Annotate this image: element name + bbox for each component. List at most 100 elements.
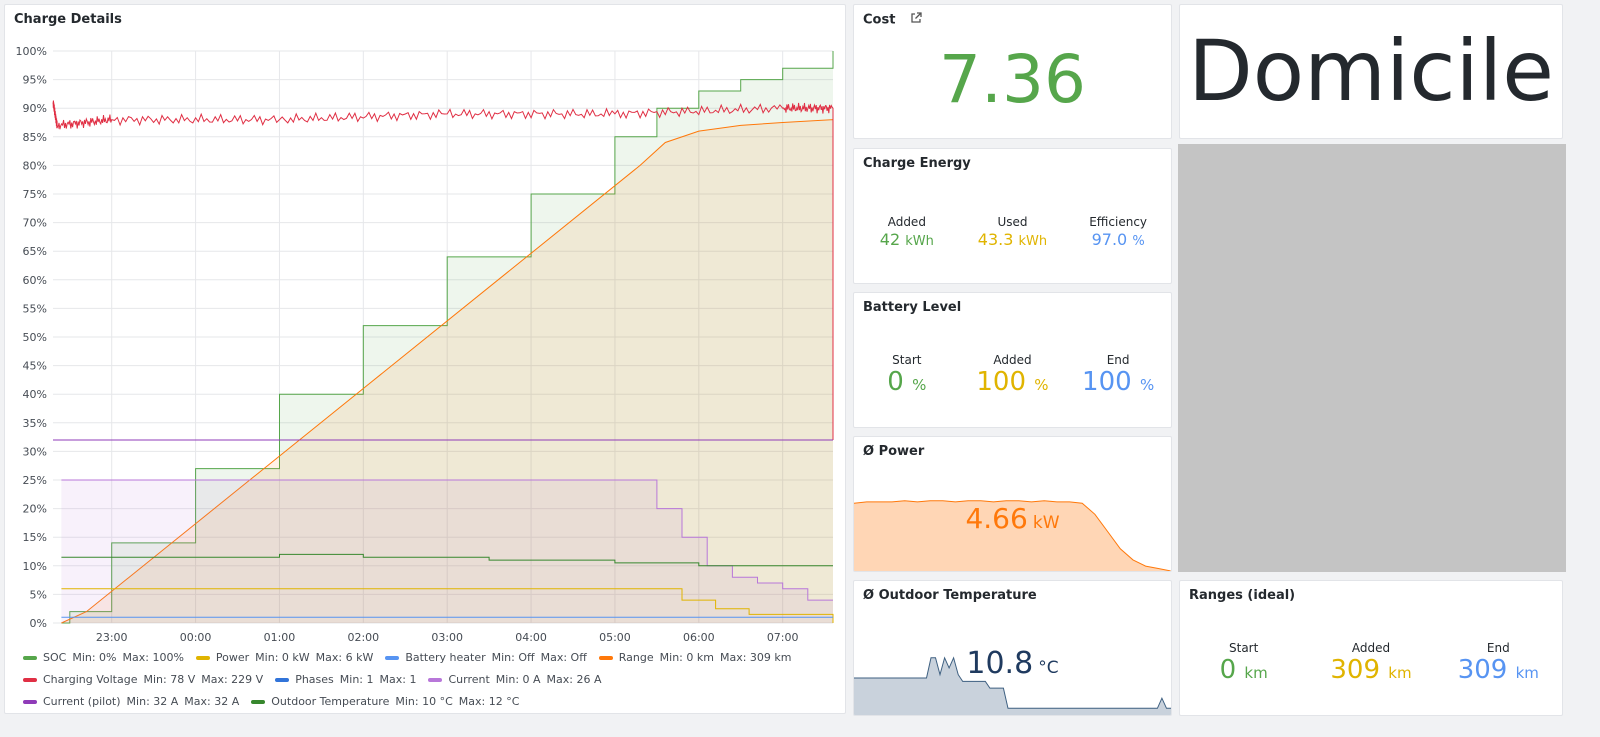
legend-min: Min: Off	[491, 651, 535, 664]
legend-swatch	[23, 700, 37, 704]
legend-label: Charging Voltage	[43, 673, 138, 686]
stat-label: Efficiency	[1089, 215, 1148, 229]
stat-value: 42 kWh	[879, 230, 934, 249]
legend-swatch	[23, 656, 37, 660]
x-tick-label: 01:00	[264, 631, 296, 644]
y-tick-label: 70%	[23, 217, 47, 230]
y-tick-label: 25%	[23, 474, 47, 487]
external-link-icon[interactable]	[910, 12, 922, 28]
y-tick-label: 50%	[23, 331, 47, 344]
battery-level-panel: Battery Level Start 0 % Added 100 % End …	[853, 292, 1172, 428]
series-line-outdoor-temperature	[61, 553, 833, 567]
series-fill-current	[61, 480, 833, 623]
legend-label: Range	[618, 651, 654, 664]
panel-title: Cost	[863, 12, 896, 28]
legend-swatch	[385, 656, 400, 660]
x-tick-label: 05:00	[599, 631, 631, 644]
y-tick-label: 10%	[23, 560, 47, 573]
x-tick-label: 06:00	[683, 631, 715, 644]
panel-title: Charge Details	[14, 12, 122, 27]
stat-added: Added 100 %	[960, 353, 1065, 397]
x-tick-label: 03:00	[431, 631, 463, 644]
stat-value: 309 km	[1330, 655, 1412, 685]
legend-item[interactable]: Current Min: 0 A Max: 26 A	[428, 669, 602, 691]
stat-start: Start 0 %	[855, 353, 960, 397]
stat-value: 0 %	[887, 367, 927, 397]
legend-label: SOC	[43, 651, 67, 664]
power-sparkline	[854, 500, 1171, 571]
series-line-charging-voltage	[52, 100, 834, 440]
legend-min: Min: 1	[339, 673, 374, 686]
y-tick-label: 40%	[23, 388, 47, 401]
panel-title: Ø Power	[863, 444, 925, 459]
legend-label: Power	[215, 651, 250, 664]
legend-item[interactable]: Outdoor Temperature Min: 10 °C Max: 12 °C	[251, 691, 519, 713]
y-tick-label: 15%	[23, 531, 47, 544]
legend-min: Min: 0 km	[659, 651, 714, 664]
legend-label: Outdoor Temperature	[271, 695, 390, 708]
y-tick-label: 85%	[23, 131, 47, 144]
legend-item[interactable]: Phases Min: 1 Max: 1	[275, 669, 416, 691]
legend-label: Battery heater	[405, 651, 486, 664]
legend-label: Phases	[295, 673, 334, 686]
charge-details-chart: 0% 5% 10% 15% 20% 25% 30% 35% 40% 45% 50% 55% 60% 65%…	[16, 45, 834, 644]
legend-max: Max: 1	[379, 673, 417, 686]
charge-details-panel: Charge Details 0% 5% 10% 15% 20% 25% 30% 35% 40%…	[4, 4, 846, 714]
sparkline-fill	[854, 500, 1171, 571]
y-tick-label: 100%	[16, 45, 47, 58]
ranges-panel: Ranges (ideal) Start 0 km Added 309 km E…	[1179, 580, 1563, 716]
stat-label: Start	[892, 353, 922, 367]
stat-label: End	[1486, 641, 1510, 655]
legend-swatch	[195, 656, 210, 660]
legend-item[interactable]: Power Min: 0 kW Max: 6 kW	[195, 647, 373, 669]
legend-item[interactable]: Current (pilot) Min: 32 A Max: 32 A	[23, 691, 239, 713]
legend-min: Min: 78 V	[143, 673, 196, 686]
y-tick-label: 60%	[23, 274, 47, 287]
legend-item[interactable]: SOC Min: 0% Max: 100%	[23, 647, 184, 669]
stat-value: 309 km	[1457, 655, 1539, 685]
panel-title: Ranges (ideal)	[1189, 588, 1296, 603]
stat-used: Used 43.3 kWh	[960, 215, 1065, 249]
series-line-power	[61, 588, 834, 623]
legend-swatch	[251, 700, 266, 704]
panel-title: Battery Level	[863, 300, 962, 315]
y-tick-label: 20%	[23, 503, 47, 516]
panel-title: Ø Outdoor Temperature	[863, 588, 1037, 603]
outdoor-temp-value: 10.8 °C	[966, 646, 1059, 681]
x-tick-label: 23:00	[96, 631, 128, 644]
stat-label: Added	[1351, 641, 1391, 655]
y-tick-label: 90%	[23, 102, 47, 115]
legend-item[interactable]: Battery heater Min: Off Max: Off	[385, 647, 587, 669]
y-tick-label: 30%	[23, 445, 47, 458]
x-tick-label: 04:00	[515, 631, 547, 644]
stat-label: End	[1106, 353, 1130, 367]
battery-level-stats: Start 0 % Added 100 % End 100 %	[854, 353, 1171, 397]
stat-added: Added 309 km	[1308, 641, 1434, 685]
charge-energy-stats: Added 42 kWh Used 43.3 kWh Efficiency 97…	[854, 215, 1171, 249]
stat-end: End 309 km	[1435, 641, 1561, 685]
y-tick-label: 0%	[30, 617, 47, 630]
legend-item[interactable]: Range Min: 0 km Max: 309 km	[598, 647, 792, 669]
sparkline-line	[854, 656, 1171, 709]
y-tick-label: 35%	[23, 417, 47, 430]
y-tick-label: 65%	[23, 245, 47, 258]
cost-value: 7.36	[939, 41, 1086, 118]
y-tick-label: 75%	[23, 188, 47, 201]
legend-max: Max: 229 V	[201, 673, 264, 686]
stat-label: Added	[993, 353, 1032, 367]
legend-label: Current	[448, 673, 490, 686]
stat-efficiency: Efficiency 97.0 %	[1066, 215, 1171, 249]
legend-swatch	[23, 678, 37, 682]
legend-max: Max: 26 A	[546, 673, 602, 686]
legend-swatch	[428, 678, 443, 682]
ranges-stats: Start 0 km Added 309 km End 309 km	[1180, 641, 1562, 685]
legend-max: Max: 309 km	[719, 651, 792, 664]
legend-min: Min: 32 A	[126, 695, 179, 708]
legend-max: Max: Off	[540, 651, 587, 664]
stat-value: 100 %	[1082, 367, 1155, 397]
legend-item[interactable]: Charging Voltage Min: 78 V Max: 229 V	[23, 669, 263, 691]
stat-added: Added 42 kWh	[855, 215, 960, 249]
location-value: Domicile	[1188, 22, 1554, 120]
temperature-sparkline	[854, 656, 1171, 715]
y-tick-label: 55%	[23, 302, 47, 315]
